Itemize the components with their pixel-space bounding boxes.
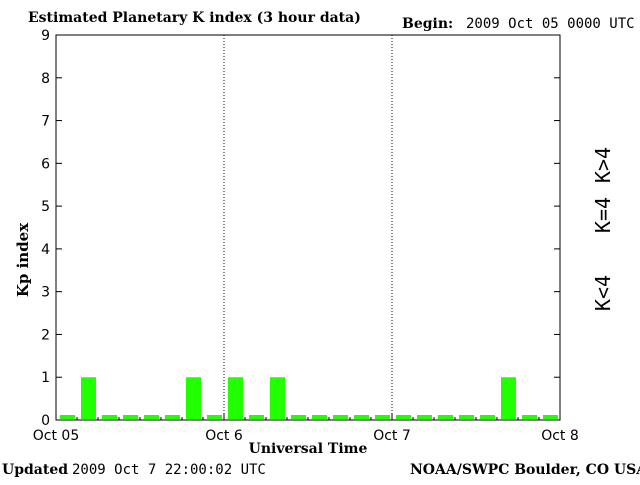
kp-bar [354, 415, 369, 419]
updated-label: Updated [2, 462, 68, 478]
legend-item: K=4 [591, 197, 615, 233]
y-axis-label: Kp index [14, 222, 32, 297]
y-tick-label: 6 [41, 156, 50, 172]
legend-item: K>4 [591, 147, 615, 183]
legend: K>4 K=4 K<4 [591, 147, 615, 311]
plot-frame [55, 34, 561, 421]
kp-bar [480, 415, 495, 419]
plot-area: 0 1 2 3 4 5 6 7 8 9 Oct 05 Oct 6 Oct 7 Oct 8 [33, 28, 579, 444]
y-tick-label: 1 [41, 370, 50, 386]
kp-bar [144, 415, 159, 419]
kp-bar [60, 415, 75, 419]
y-tick-label: 2 [41, 327, 50, 343]
kp-bar [333, 415, 348, 419]
legend-item: K<4 [591, 275, 615, 311]
x-tick-label: Oct 7 [373, 428, 411, 444]
kp-bar [81, 377, 96, 419]
kp-bar [459, 415, 474, 419]
kp-bar [375, 415, 390, 419]
kp-bar [522, 415, 537, 419]
kp-bar [501, 377, 516, 419]
kp-bar [207, 415, 222, 419]
begin-label: Begin: [402, 16, 453, 32]
y-tick-label: 3 [41, 285, 50, 301]
y-tick-label: 0 [41, 413, 50, 429]
y-tick-label: 9 [41, 28, 50, 44]
kp-bar [417, 415, 432, 419]
source-credit: NOAA/SWPC Boulder, CO USA [410, 462, 640, 478]
updated-value: 2009 Oct 7 22:00:02 UTC [72, 462, 266, 478]
kp-bar [438, 415, 453, 419]
y-tick-label: 8 [41, 71, 50, 87]
kp-bar [312, 415, 327, 419]
x-tick-label: Oct 05 [33, 428, 79, 444]
kp-bar [249, 415, 264, 419]
kp-bar [123, 415, 138, 419]
y-tick-label: 5 [41, 199, 50, 215]
chart-title: Estimated Planetary K index (3 hour data… [28, 10, 361, 26]
kp-bar [186, 377, 201, 419]
kp-bar [165, 415, 180, 419]
kp-bar [291, 415, 306, 419]
kp-bar [543, 415, 558, 419]
begin-value: 2009 Oct 05 0000 UTC [466, 16, 635, 32]
x-axis-label: Universal Time [249, 441, 368, 457]
kp-bar [270, 377, 285, 419]
kp-bar [228, 377, 243, 419]
kp-bar [102, 415, 117, 419]
y-tick-label: 4 [41, 242, 50, 258]
y-tick-label: 7 [41, 114, 50, 130]
x-tick-label: Oct 8 [541, 428, 579, 444]
x-tick-label: Oct 6 [205, 428, 243, 444]
kp-bar [396, 415, 411, 419]
